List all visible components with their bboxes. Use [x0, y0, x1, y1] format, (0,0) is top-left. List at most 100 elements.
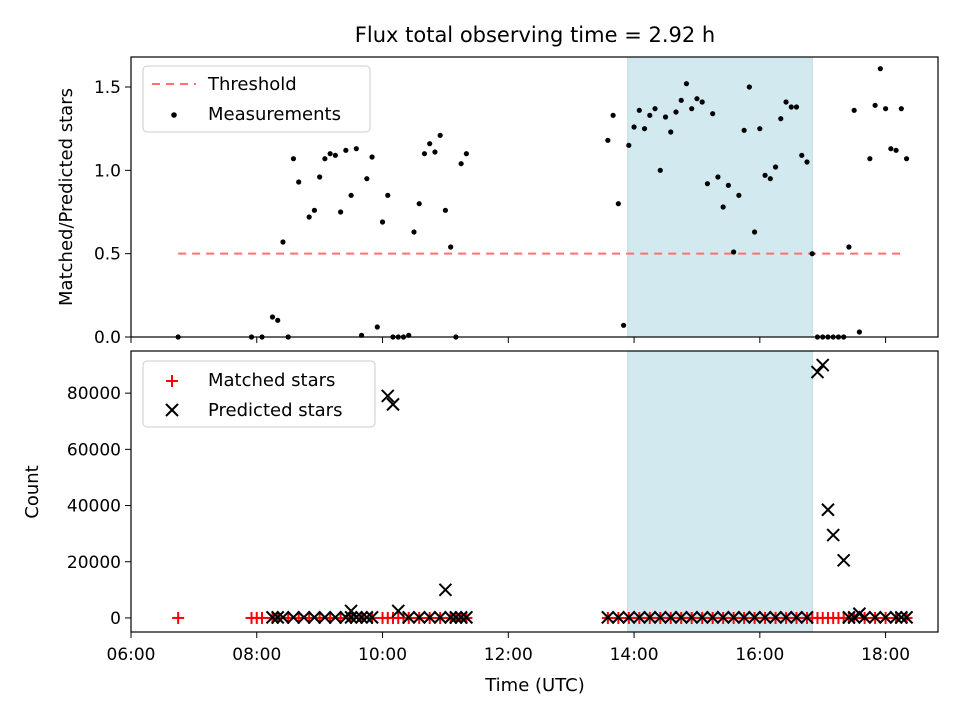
predicted-star-point [601, 610, 615, 625]
measurement-point [757, 126, 763, 132]
predicted-star-point [365, 610, 379, 625]
measurement-point [432, 149, 438, 155]
predicted-star-mark [826, 528, 840, 542]
predicted-star-point [685, 610, 699, 625]
measurement-point [275, 317, 281, 323]
predicted-star-mark [402, 610, 416, 625]
predicted-star-point [271, 610, 285, 625]
predicted-star-mark [768, 610, 783, 625]
predicted-star-mark [344, 604, 358, 618]
measurement-point [620, 322, 627, 328]
measurement-point [605, 137, 611, 143]
measurement-point [846, 244, 852, 250]
measurement-point [652, 106, 658, 112]
predicted-star-mark [318, 610, 332, 625]
predicted-star-mark [307, 610, 322, 625]
predicted-star-point [433, 610, 447, 625]
predicted-star-mark [852, 607, 867, 621]
measurement-point [369, 154, 375, 160]
predicted-star-mark [412, 610, 426, 625]
predicted-star-mark [622, 610, 636, 625]
predicted-star-point [800, 610, 814, 625]
predicted-star-point [816, 358, 830, 372]
measurement-point [793, 104, 800, 110]
predicted-star-mark [611, 610, 626, 625]
predicted-star-point [360, 610, 374, 625]
measurement-point [348, 192, 354, 198]
predicted-star-mark [433, 610, 447, 625]
predicted-star-point [318, 610, 332, 625]
predicted-star-mark [601, 610, 615, 625]
predicted-star-point [643, 610, 657, 625]
predicted-star-point [454, 610, 468, 625]
predicted-star-mark [297, 610, 311, 625]
bottom-y-tick-label: 40000 [67, 497, 121, 517]
measurement-point [851, 107, 857, 113]
measurement-point [437, 132, 443, 138]
measurement-point [610, 112, 616, 118]
predicted-star-mark [821, 503, 835, 517]
predicted-star-mark [674, 610, 688, 625]
predicted-star-point [779, 610, 793, 625]
predicted-star-point [438, 583, 453, 597]
predicted-star-mark [360, 610, 374, 625]
measurement-point [427, 141, 433, 147]
bottom-x-ticks: 06:00 08:00 10:00 12:00 14:00 16:00 18:00 [107, 632, 910, 665]
predicted-star-point [737, 610, 751, 625]
top-y-axis-label: Matched/Predicted stars [56, 88, 77, 306]
predicted-star-point [836, 553, 851, 568]
predicted-star-mark [643, 610, 657, 625]
predicted-star-point [328, 610, 343, 625]
predicted-star-point [354, 610, 369, 625]
predicted-star-point [286, 610, 301, 625]
measurement-point [731, 249, 737, 255]
measurement-point [385, 192, 391, 198]
predicted-star-mark [716, 610, 730, 625]
predicted-star-point [842, 610, 856, 625]
measurement-point [343, 147, 349, 153]
measurement-point [689, 106, 695, 112]
predicted-star-mark [459, 610, 474, 625]
measurement-point [888, 146, 894, 152]
predicted-star-mark [868, 610, 882, 625]
bottom-y-tick-label: 0 [110, 609, 121, 629]
measurement-point [809, 251, 815, 257]
measurement-point [641, 126, 648, 132]
x-tick-label: 12:00 [484, 645, 533, 665]
predicted-star-mark [789, 610, 804, 625]
predicted-star-mark [726, 610, 741, 625]
predicted-star-mark [810, 365, 825, 379]
predicted-star-mark [381, 389, 395, 403]
legend-threshold-label: Threshold [207, 74, 297, 95]
predicted-star-mark [705, 610, 720, 625]
measurement-point [463, 151, 469, 157]
measurement-point [778, 116, 784, 122]
matched-star-point [172, 611, 185, 624]
predicted-star-mark [779, 610, 793, 625]
predicted-star-mark [354, 610, 369, 625]
predicted-star-point [716, 610, 730, 625]
predicted-star-mark [816, 358, 830, 372]
measurement-point [421, 151, 428, 157]
predicted-star-mark [758, 610, 772, 625]
predicted-star-mark [889, 610, 903, 625]
bottom-axes-frame [130, 350, 939, 633]
predicted-star-point [758, 610, 772, 625]
predicted-star-point [695, 610, 709, 625]
measurement-point [353, 146, 359, 152]
predicted-star-point [632, 610, 647, 625]
measurement-point [877, 66, 883, 72]
predicted-star-point [747, 610, 762, 625]
legend-measurements-swatch [171, 112, 177, 118]
measurement-point [269, 314, 276, 320]
measurement-point [322, 156, 328, 162]
predicted-star-mark [276, 610, 290, 625]
predicted-star-mark [449, 610, 463, 625]
predicted-star-point [789, 610, 804, 625]
predicted-star-mark [386, 397, 400, 412]
predicted-star-mark [328, 610, 343, 625]
measurement-point [746, 84, 752, 90]
measurement-point [657, 167, 663, 173]
predicted-star-point [899, 610, 914, 625]
